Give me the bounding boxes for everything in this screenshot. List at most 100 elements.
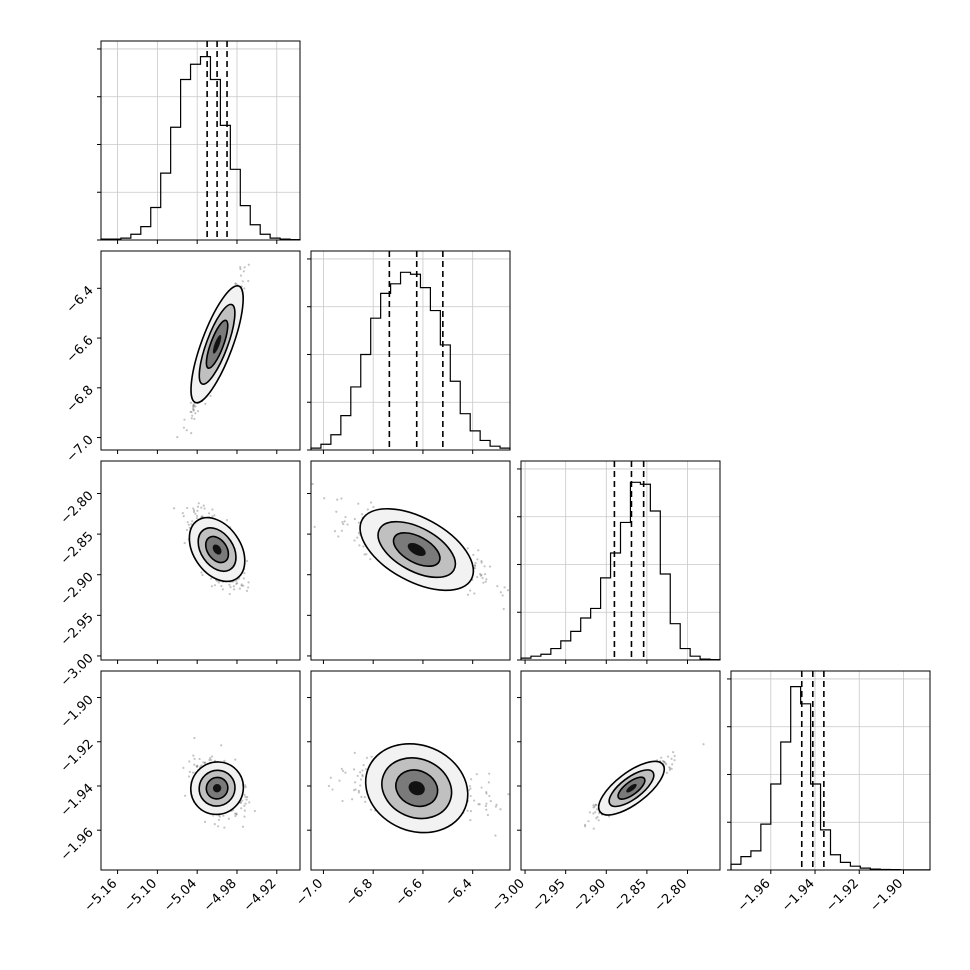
sample-point	[253, 809, 256, 813]
density-peak	[408, 781, 425, 796]
sample-point	[191, 771, 195, 774]
sample-point	[193, 757, 196, 760]
x-tick-label: −6.8	[343, 876, 376, 909]
sample-point	[356, 536, 359, 539]
sample-point	[189, 410, 192, 414]
sample-point	[499, 808, 502, 811]
sample-point	[186, 521, 189, 524]
panel-frame	[520, 460, 721, 661]
sample-point	[479, 574, 483, 577]
density-peak	[212, 544, 222, 555]
sample-point	[234, 758, 237, 761]
sample-point	[357, 531, 361, 535]
sample-point	[486, 813, 489, 817]
sample-point	[240, 584, 243, 587]
sample-point	[340, 529, 343, 532]
scatter-panel-1-2	[307, 460, 511, 664]
sample-point	[673, 754, 676, 758]
histogram-panel-2	[517, 460, 721, 664]
scatter-panel-0-1	[97, 250, 301, 454]
scatter-panel-0-3	[97, 670, 301, 874]
sample-point	[661, 759, 665, 763]
sample-point	[333, 530, 337, 533]
sample-point	[240, 807, 243, 810]
sample-point	[195, 517, 199, 520]
panel-frame	[730, 670, 931, 871]
sample-point	[473, 564, 477, 567]
sample-point	[229, 586, 232, 589]
sample-point	[488, 794, 491, 798]
scatter-panel-1-3	[307, 670, 511, 874]
sample-point	[225, 519, 229, 522]
sample-point	[594, 803, 597, 806]
sample-point	[213, 584, 217, 587]
sample-point	[183, 541, 186, 545]
y-tick-label: −1.96	[58, 825, 97, 864]
panel-frame	[100, 250, 301, 451]
y-tick-label: −2.95	[58, 610, 97, 649]
sample-point	[361, 775, 364, 778]
sample-point	[244, 802, 247, 805]
sample-point	[483, 565, 486, 568]
sample-point	[208, 758, 211, 762]
sample-point	[353, 751, 356, 755]
x-tick-label: −5.10	[121, 876, 160, 915]
sample-point	[217, 825, 220, 828]
sample-point	[209, 394, 212, 397]
sample-point	[197, 502, 200, 505]
sample-point	[194, 412, 197, 415]
sample-point	[587, 820, 590, 823]
sample-point	[595, 808, 599, 811]
sample-point	[592, 804, 595, 807]
sample-point	[196, 764, 199, 767]
sample-point	[597, 819, 600, 822]
sample-point	[488, 772, 491, 775]
sample-point	[207, 512, 211, 515]
sample-point	[485, 792, 488, 795]
sample-point	[200, 764, 203, 767]
sample-point	[670, 767, 673, 770]
sample-point	[469, 794, 472, 798]
y-tick-label: −6.8	[64, 383, 97, 416]
sample-point	[665, 771, 669, 774]
x-tick-label: −4.98	[201, 876, 240, 915]
sample-point	[354, 788, 357, 791]
sample-point	[594, 803, 598, 806]
sample-point	[182, 766, 185, 769]
sample-point	[364, 768, 368, 771]
sample-point	[202, 504, 205, 507]
sample-point	[191, 405, 195, 409]
sample-point	[204, 761, 207, 764]
sample-point	[182, 426, 186, 429]
sample-point	[194, 512, 197, 515]
sample-point	[588, 811, 591, 814]
sample-point	[593, 805, 596, 808]
sample-point	[357, 791, 361, 794]
sample-point	[193, 763, 196, 766]
density-peak	[212, 334, 222, 354]
sample-point	[195, 514, 199, 518]
y-tick-label: −2.85	[58, 529, 97, 568]
sample-point	[483, 572, 487, 576]
sample-point	[242, 577, 246, 580]
sample-point	[190, 431, 193, 435]
sample-point	[223, 759, 226, 762]
sample-point	[357, 789, 360, 792]
sample-point	[472, 799, 476, 802]
sample-point	[469, 589, 472, 592]
sample-point	[336, 498, 339, 501]
sample-point	[192, 509, 196, 512]
sample-point	[484, 580, 487, 583]
sample-point	[192, 409, 195, 412]
sample-point	[239, 801, 242, 804]
sample-point	[485, 791, 488, 794]
sample-point	[210, 585, 213, 588]
sample-point	[499, 591, 502, 594]
x-tick-label: −4.92	[241, 876, 280, 915]
sample-point	[595, 817, 598, 820]
x-tick-label: −5.04	[161, 876, 200, 915]
sample-point	[176, 436, 179, 439]
sample-point	[353, 781, 357, 784]
sample-point	[235, 582, 238, 586]
panel-frame	[520, 670, 721, 871]
